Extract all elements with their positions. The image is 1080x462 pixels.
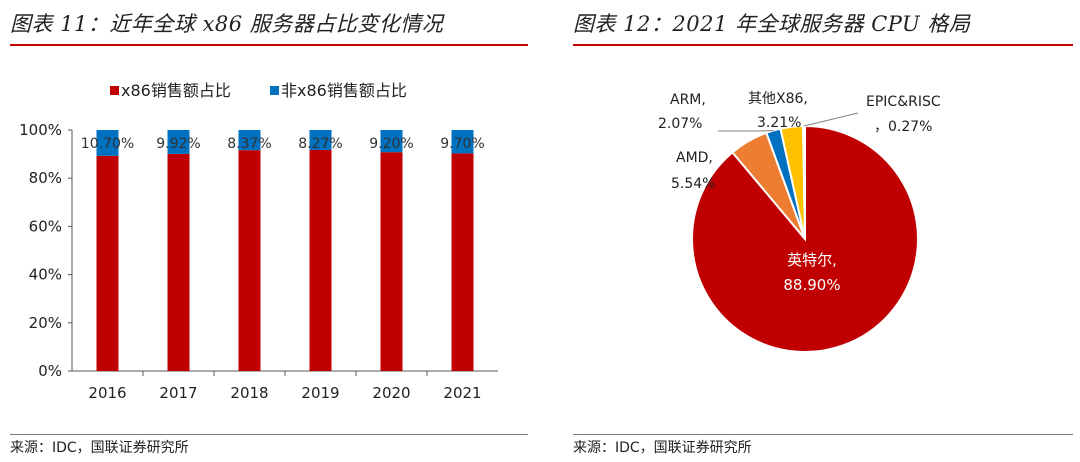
bar-x86 <box>380 152 403 371</box>
leader-line <box>803 112 859 127</box>
y-tick-label: 0% <box>38 362 62 380</box>
x-tick-label: 2018 <box>230 384 268 402</box>
chart-title-right: 图表 12：2021 年全球服务器 CPU 格局 <box>573 12 971 36</box>
data-label: 9.20% <box>369 136 413 152</box>
bar-non-x86 <box>380 130 403 153</box>
x-tick-label: 2019 <box>301 384 339 402</box>
bar-x86 <box>96 155 119 371</box>
x-tick-label: 2021 <box>443 384 481 402</box>
legend-label: x86销售额占比 <box>121 81 231 100</box>
legend-swatch <box>270 86 279 95</box>
y-tick-label: 60% <box>29 217 62 235</box>
source-note-right: 来源：IDC，国联证券研究所 <box>573 440 752 456</box>
bar-x86 <box>309 149 332 371</box>
pie-label-value: 3.21% <box>757 115 801 131</box>
data-label: 10.70% <box>81 136 134 152</box>
bar-non-x86 <box>238 130 261 151</box>
chart-title-left: 图表 11：近年全球 x86 服务器占比变化情况 <box>10 12 444 36</box>
pie-label-name: EPIC&RISC <box>866 94 941 110</box>
bar-x86 <box>451 153 474 371</box>
pie-label-value: ，0.27% <box>874 119 932 135</box>
pie-label-name: AMD, <box>676 150 713 166</box>
data-label: 8.27% <box>298 136 342 152</box>
pie-label-name: ARM, <box>670 92 706 108</box>
bar-non-x86 <box>167 130 190 154</box>
title-rule-right <box>573 44 1073 46</box>
x-tick-label: 2020 <box>372 384 410 402</box>
bar-non-x86 <box>451 130 474 154</box>
pie-label-value: 88.90% <box>783 276 840 294</box>
bar-non-x86 <box>96 130 119 156</box>
source-rule-right <box>573 434 1073 435</box>
bar-non-x86 <box>309 130 332 150</box>
title-rule-left <box>10 44 528 46</box>
source-note-left: 来源：IDC，国联证券研究所 <box>10 440 189 456</box>
legend-label: 非x86销售额占比 <box>281 81 407 100</box>
data-label: 9.92% <box>156 136 200 152</box>
pie-label-name: 英特尔, <box>787 251 837 269</box>
y-tick-label: 20% <box>29 314 62 332</box>
y-tick-label: 40% <box>29 266 62 284</box>
pie-label-name: 其他X86, <box>748 91 808 107</box>
bar-x86 <box>167 153 190 371</box>
data-label: 8.37% <box>227 136 271 152</box>
source-rule-left <box>10 434 528 435</box>
data-label: 9.70% <box>440 136 484 152</box>
y-tick-label: 100% <box>19 121 62 139</box>
x-tick-label: 2017 <box>159 384 197 402</box>
y-tick-label: 80% <box>29 169 62 187</box>
legend-swatch <box>110 86 119 95</box>
pie-label-value: 5.54% <box>671 176 715 192</box>
x-tick-label: 2016 <box>88 384 126 402</box>
pie-label-value: 2.07% <box>658 116 702 132</box>
bar-x86 <box>238 150 261 371</box>
